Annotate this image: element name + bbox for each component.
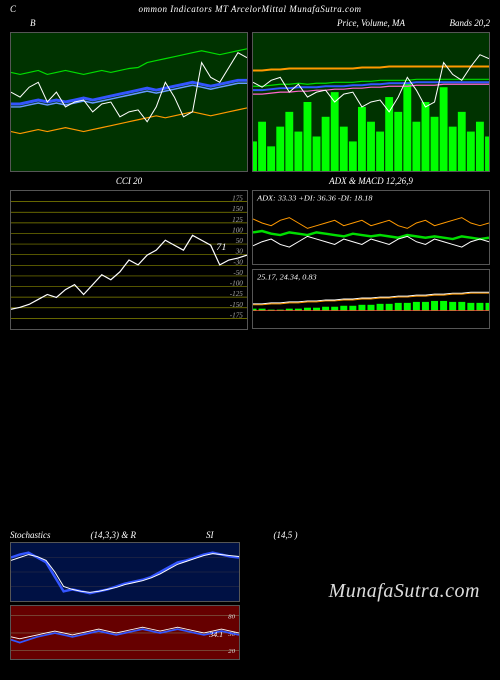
svg-text:71: 71 — [216, 242, 226, 253]
cci-panel: CCI 20 175 150 125 100 50 30 -30 -50 -100 -125 -15… — [10, 176, 248, 330]
page-header: C ommon Indicators MT ArcelorMittal Muna… — [0, 0, 500, 18]
svg-text:150: 150 — [232, 205, 243, 213]
bands-label: Bands 20,2 — [450, 18, 491, 28]
svg-text:175: 175 — [232, 195, 243, 203]
stoch-chart — [10, 542, 240, 602]
top-grid: B Price, Volume, MA CCI 20 175 150 125 100 5… — [0, 18, 500, 330]
pv-chart — [252, 32, 490, 172]
stoch-params: (14,3,3) & R — [91, 530, 137, 540]
stoch-label: Stochastics — [10, 530, 51, 540]
svg-text:-100: -100 — [230, 280, 244, 288]
adx-chart: ADX: 33.33 +DI: 36.36 -DI: 18.18 — [252, 190, 490, 265]
header-c: C — [10, 4, 17, 14]
svg-text:25.17, 24.34, 0.83: 25.17, 24.34, 0.83 — [257, 273, 316, 282]
svg-text:20: 20 — [228, 648, 236, 655]
svg-text:50: 50 — [236, 237, 244, 245]
pv-panel: Price, Volume, MA — [252, 18, 490, 172]
cci-chart: 175 150 125 100 50 30 -30 -50 -100 -125 -150 -175 71 — [10, 190, 248, 330]
header-main: ommon Indicators MT ArcelorMittal Munafa… — [138, 4, 361, 14]
svg-text:125: 125 — [232, 216, 243, 224]
stoch-title-row: Stochastics (14,3,3) & R SI (14,5 ) — [10, 530, 490, 540]
svg-text:-150: -150 — [230, 301, 244, 309]
svg-text:-50: -50 — [233, 269, 243, 277]
svg-text:30: 30 — [235, 248, 244, 256]
svg-text:-175: -175 — [230, 312, 244, 320]
svg-text:-30: -30 — [233, 258, 243, 266]
adx-macd-panel: ADX & MACD 12,26,9 ADX: 33.33 +DI: 36.36… — [252, 176, 490, 330]
cci-title: CCI 20 — [10, 176, 248, 188]
si-params: (14,5 ) — [274, 530, 298, 540]
bb-panel: B — [10, 18, 248, 172]
si-label: SI — [206, 530, 214, 540]
adx-macd-title: ADX & MACD 12,26,9 — [252, 176, 490, 188]
rsi-chart: 80502034.1 — [10, 605, 240, 660]
svg-text:80: 80 — [228, 614, 236, 621]
svg-text:ADX: 33.33 +DI: 36.36 -DI: 18: ADX: 33.33 +DI: 36.36 -DI: 18.18 — [256, 194, 372, 203]
bb-title: B — [10, 18, 248, 30]
svg-text:34.1: 34.1 — [208, 630, 223, 639]
svg-text:100: 100 — [232, 227, 243, 235]
bb-chart — [10, 32, 248, 172]
macd-chart: 25.17, 24.34, 0.83 — [252, 269, 490, 329]
svg-text:-125: -125 — [230, 290, 244, 298]
watermark: MunafaSutra.com — [329, 580, 480, 603]
